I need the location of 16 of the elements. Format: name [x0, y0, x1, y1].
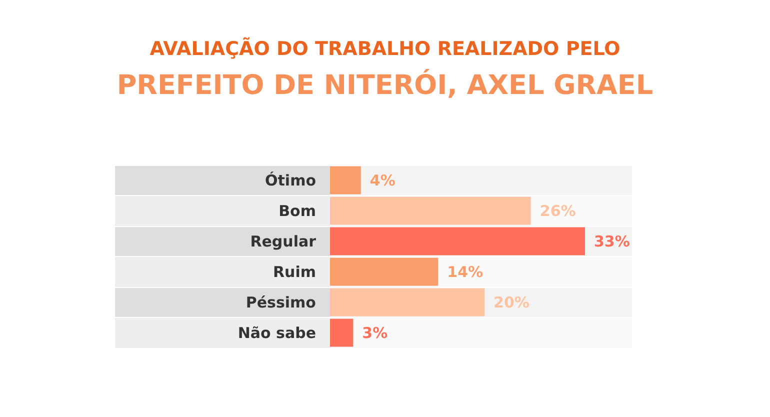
chart-title: AVALIAÇÃO DO TRABALHO REALIZADO PELO: [148, 38, 622, 60]
data-label: 14%: [447, 262, 484, 281]
bar: [330, 166, 361, 194]
y-tick-label: Bom: [278, 202, 316, 220]
y-tick-label: Ótimo: [265, 172, 316, 190]
data-label: 3%: [362, 324, 388, 342]
chart-subtitle: PREFEITO DE NITERÓI, AXEL GRAEL: [116, 70, 654, 101]
y-tick-label: Regular: [250, 232, 317, 251]
data-label: 20%: [494, 293, 530, 312]
data-label: 4%: [370, 171, 396, 190]
y-tick-label: Ruim: [272, 263, 316, 282]
data-label: 33%: [594, 232, 630, 250]
data-label: 26%: [540, 202, 576, 220]
bar: [330, 318, 354, 347]
y-tick-label: Não sabe: [238, 324, 316, 342]
y-tick-label: Péssimo: [246, 294, 316, 312]
